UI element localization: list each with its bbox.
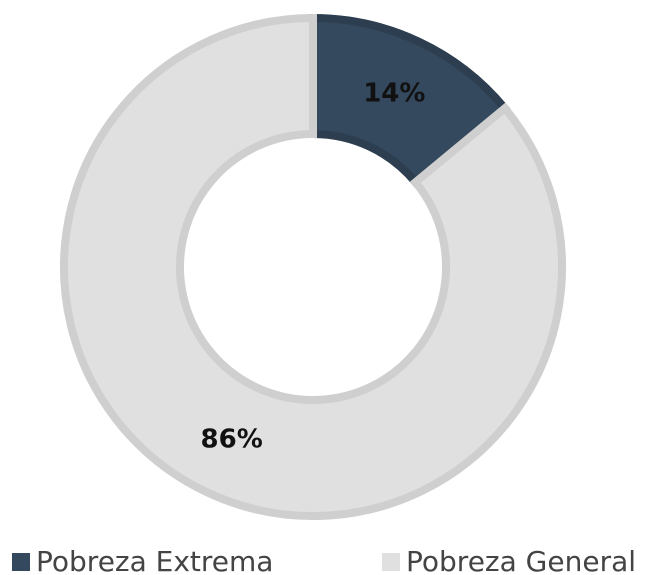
donut-segment xyxy=(60,13,566,520)
legend-label: Pobreza General xyxy=(406,545,636,575)
data-label: 14% xyxy=(363,79,425,109)
data-label: 86% xyxy=(201,424,263,454)
legend-swatch xyxy=(382,553,400,571)
legend-label: Pobreza Extrema xyxy=(36,545,273,575)
legend-swatch xyxy=(12,553,30,571)
